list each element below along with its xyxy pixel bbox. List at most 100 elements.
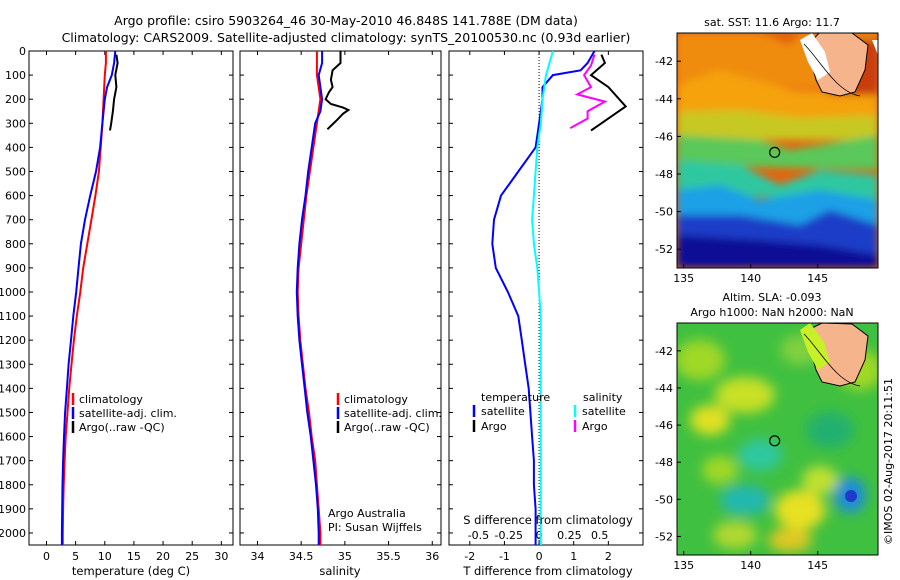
- x-tick-label: 145: [807, 559, 828, 572]
- sla-map-title-line2: Argo h1000: NaN h2000: NaN: [690, 306, 853, 319]
- y-tick-label: 1500: [0, 406, 26, 419]
- series-line-climatology: [296, 51, 322, 545]
- sst-map-axes: 135 140 145 -42 -44 -46 -48 -50 -52: [655, 55, 828, 285]
- temperature-legend: climatology satellite-adj. clim. Argo(..…: [71, 393, 177, 434]
- y-tick-label: -44: [655, 382, 673, 395]
- y-tick-label: -46: [655, 419, 673, 432]
- legend-title-temperature: temperature: [481, 391, 550, 404]
- x-tick-label: 10: [98, 550, 112, 563]
- x-tick-label: 5: [72, 550, 79, 563]
- x-tick-label: -1: [499, 550, 510, 563]
- y-tick-label: 400: [5, 141, 26, 154]
- y-tick-label: 1400: [0, 382, 26, 395]
- x-tick-label: 0: [536, 550, 543, 563]
- x-tick-label: 140: [740, 272, 761, 285]
- y-tick-label: 1700: [0, 455, 26, 468]
- y-tick-label: 1200: [0, 334, 26, 347]
- series-line-satellite-adj-clim: [60, 50, 117, 545]
- x-tick-label: 34.5: [289, 550, 314, 563]
- legend-label-climatology: climatology: [344, 393, 408, 406]
- salinity-plot-frame: [239, 50, 442, 546]
- argo-position-marker: [769, 146, 781, 158]
- difference-x-label: T difference from climatology: [462, 564, 633, 578]
- series-line-salinity-argo: [569, 54, 608, 129]
- y-tick-label: -48: [655, 456, 673, 469]
- y-tick-label: 1100: [0, 310, 26, 323]
- title-line-2: Climatology: CARS2009. Satellite-adjuste…: [62, 30, 631, 45]
- sst-map-title: sat. SST: 11.6 Argo: 11.7: [704, 16, 840, 29]
- x-tick-label: 25: [185, 550, 199, 563]
- y-tick-label: 0: [19, 45, 26, 58]
- y-tick-label: 300: [5, 117, 26, 130]
- legend-label-temp-satellite: satellite: [481, 405, 525, 418]
- difference-legend-temperature: temperature satellite Argo: [472, 391, 550, 433]
- x-tick-label: 145: [807, 272, 828, 285]
- y-tick-label: 1300: [0, 358, 26, 371]
- y-tick-label: -50: [655, 493, 673, 506]
- tasmania-landmass: [807, 323, 869, 387]
- land-mask: [872, 40, 878, 55]
- y-tick-label: 900: [5, 262, 26, 275]
- y-tick-label: 100: [5, 69, 26, 82]
- y-tick-label: 1600: [0, 431, 26, 444]
- series-line-argo-raw-qc: [324, 51, 351, 131]
- sla-map-axes: 135 140 145 -42 -44 -46 -48 -50 -52: [655, 345, 828, 572]
- tasmania-landmass: [807, 33, 869, 97]
- y-tick-label: -52: [655, 243, 673, 256]
- x-tick-label: 140: [740, 559, 761, 572]
- sla-map-title-line1: Altim. SLA: -0.093: [722, 291, 821, 304]
- top-x-tick-label: 0.5: [591, 529, 609, 542]
- x-tick-label: 30: [214, 550, 228, 563]
- top-x-tick-label: -0.25: [495, 529, 523, 542]
- legend-label-sal-satellite: satellite: [582, 405, 626, 418]
- x-tick-label: 0: [43, 550, 50, 563]
- sla-low-anomaly: [845, 490, 857, 502]
- sst-map-frame: [676, 32, 879, 269]
- series-line-temperature-satellite: [491, 50, 596, 545]
- legend-label-satellite: satellite-adj. clim.: [344, 407, 442, 420]
- series-line-argo-raw-qc: [109, 54, 119, 131]
- x-tick-label: -2: [464, 550, 475, 563]
- salinity-legend: climatology satellite-adj. clim. Argo(..…: [336, 393, 442, 434]
- legend-label-temp-argo: Argo: [481, 420, 507, 433]
- y-tick-label: -46: [655, 130, 673, 143]
- x-tick-label: 34: [250, 550, 264, 563]
- salinity-annotation-line1: Argo Australia: [328, 507, 406, 520]
- salinity-plot: 34 34.5 35 35.5 36: [240, 50, 441, 563]
- y-tick-label: -48: [655, 168, 673, 181]
- legend-title-salinity: salinity: [583, 391, 623, 404]
- x-tick-label: 36: [425, 550, 439, 563]
- y-tick-label: 2000: [0, 527, 26, 540]
- legend-label-sal-argo: Argo: [582, 420, 608, 433]
- title-line-1: Argo profile: csiro 5903264_46 30-May-20…: [114, 13, 578, 28]
- argo-position-marker: [769, 435, 781, 447]
- bathymetry-contour: [803, 43, 861, 97]
- y-tick-label: 1800: [0, 479, 26, 492]
- y-tick-label: -52: [655, 530, 673, 543]
- y-tick-label: -42: [655, 345, 673, 358]
- y-tick-label: 700: [5, 214, 26, 227]
- x-tick-label: 1: [570, 550, 577, 563]
- difference-top-x-label: S difference from climatology: [463, 513, 633, 527]
- y-tick-label: -44: [655, 93, 673, 106]
- temperature-plot: 0100200300400500600700800900100011001200…: [0, 45, 233, 563]
- legend-label-argo: Argo(..raw -QC): [79, 421, 165, 434]
- sst-map-field: [677, 33, 878, 268]
- difference-plot-frame: [448, 50, 644, 546]
- difference-legend-salinity: salinity satellite Argo: [573, 391, 626, 433]
- y-tick-label: 1900: [0, 503, 26, 516]
- x-tick-label: 15: [127, 550, 141, 563]
- top-x-tick-label: 0: [536, 529, 543, 542]
- bathymetry-contour: [803, 333, 861, 387]
- temperature-plot-frame: [28, 50, 234, 546]
- x-tick-label: 35: [338, 550, 352, 563]
- x-tick-label: 135: [673, 559, 694, 572]
- x-tick-label: 135: [673, 272, 694, 285]
- legend-label-argo: Argo(..raw -QC): [344, 421, 430, 434]
- series-line-salinity-satellite: [531, 50, 554, 545]
- y-tick-label: 200: [5, 93, 26, 106]
- y-tick-label: 1000: [0, 286, 26, 299]
- x-tick-label: 35.5: [376, 550, 401, 563]
- difference-plot: -2 -1 0 1 2 -0.5 -0.25 0 0.25 0.5: [449, 50, 643, 563]
